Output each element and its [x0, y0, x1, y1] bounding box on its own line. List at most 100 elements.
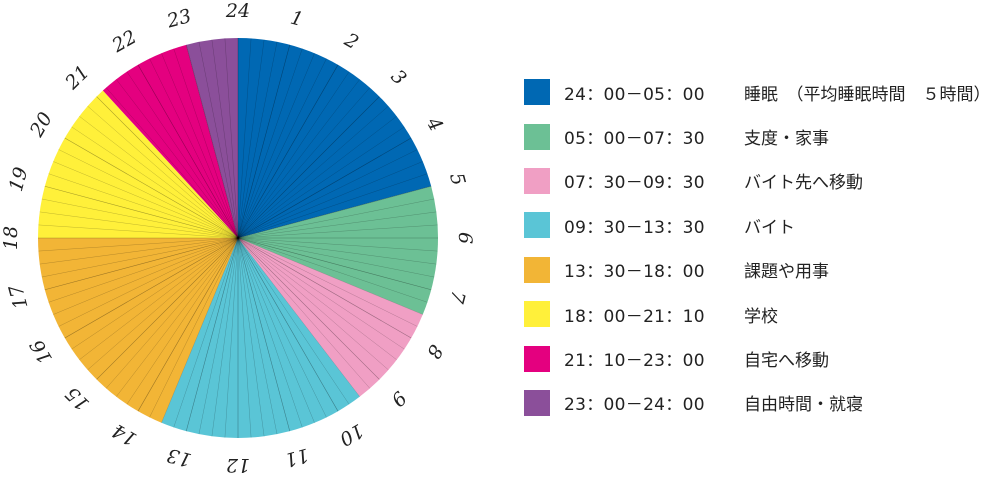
gridline — [237, 237, 389, 371]
gridline — [237, 87, 371, 239]
gridline — [79, 237, 239, 360]
gridline — [87, 105, 239, 239]
gridline — [237, 224, 438, 239]
gridline — [41, 237, 239, 278]
gridline — [237, 237, 350, 405]
legend-swatch — [524, 167, 550, 194]
gridline — [39, 237, 239, 265]
gridline — [149, 237, 239, 418]
hour-tick-label: 18 — [0, 226, 22, 250]
hour-tick-label: 22 — [108, 26, 141, 58]
gridline — [137, 237, 239, 412]
gridline — [38, 224, 239, 239]
legend-swatch — [524, 212, 550, 239]
legend-item: 09：30－13：30 バイト — [524, 203, 991, 247]
hour-tick-label: 14 — [109, 419, 141, 450]
gridline — [237, 58, 327, 239]
gridline — [237, 48, 303, 239]
legend-swatch — [524, 301, 550, 328]
hour-tick-label: 2 — [340, 28, 362, 54]
gridline — [211, 237, 239, 437]
hour-tick-label: 1 — [288, 7, 305, 31]
gridline — [237, 237, 428, 303]
gridline — [237, 237, 339, 412]
legend-time-range: 23：00－24：00 — [564, 395, 705, 416]
gridline — [48, 173, 239, 239]
legend-item: 13：30－18：00 課題や用事 — [524, 248, 991, 292]
hour-tick-label: 21 — [60, 61, 93, 94]
gridline — [237, 96, 380, 239]
gridline — [53, 237, 239, 315]
gridline — [87, 237, 239, 371]
legend-activity-label: バイト先へ移動 — [744, 173, 863, 194]
pie-slice-2 — [238, 238, 423, 397]
gridline — [237, 237, 380, 380]
gridline — [237, 237, 303, 428]
legend-activity-label: 睡眠 （平均睡眠時間 ５時間） — [744, 84, 991, 105]
pie-slice-5 — [38, 90, 238, 238]
legend-time-range: 05：00－07：30 — [564, 129, 705, 150]
legend-item: 07：30－09：30 バイト先へ移動 — [524, 159, 991, 203]
gridline — [58, 237, 239, 327]
legend-activity-label: バイト — [744, 217, 795, 238]
legend-time-range: 18：00－21：10 — [564, 306, 705, 327]
gridline — [237, 105, 389, 239]
gridline — [237, 237, 291, 432]
legend-activity-label: 自宅へ移動 — [744, 351, 829, 372]
gridline — [237, 237, 423, 315]
legend: 24：00－05：00 睡眠 （平均睡眠時間 ５時間） 05：00－07：30 支度・… — [524, 70, 991, 425]
legend-item: 05：00－07：30 支度・家事 — [524, 114, 991, 158]
gridline — [161, 53, 239, 239]
gridline — [237, 237, 360, 397]
gridline — [237, 71, 350, 239]
gridline — [64, 137, 239, 239]
legend-time-range: 09：30－13：30 — [564, 217, 705, 238]
pie-slices — [38, 38, 438, 438]
gridline — [237, 237, 252, 438]
gridline — [185, 44, 239, 239]
legend-activity-label: 支度・家事 — [744, 129, 829, 150]
gridline — [116, 79, 239, 239]
hour-tick-label: 6 — [454, 232, 476, 244]
gridline — [237, 237, 437, 265]
hour-tick-label: 23 — [164, 5, 194, 33]
gridline — [44, 185, 239, 239]
gridline — [173, 237, 239, 428]
gridline — [237, 237, 432, 291]
legend-swatch — [524, 389, 550, 416]
hour-tick-label: 13 — [165, 444, 194, 472]
hour-tick-label: 8 — [422, 341, 447, 362]
pie-slice-7 — [186, 38, 238, 238]
gridline — [237, 237, 315, 423]
gridline — [198, 237, 239, 435]
gridline — [44, 237, 239, 291]
legend-swatch — [524, 79, 550, 106]
hour-tick-label: 11 — [282, 444, 311, 472]
hour-tick-label: 24 — [225, 0, 250, 22]
pie-slice-1 — [238, 186, 438, 315]
gridline — [105, 87, 239, 239]
gridline — [237, 137, 412, 239]
gridline — [198, 41, 239, 239]
gridline — [237, 198, 435, 239]
gridline — [237, 237, 412, 339]
gridline — [64, 237, 239, 339]
gridline — [237, 237, 265, 437]
gridline — [137, 64, 239, 239]
gridline — [224, 237, 239, 438]
gridline — [224, 38, 239, 239]
legend-activity-label: 学校 — [744, 306, 778, 327]
minute-gridlines — [38, 38, 438, 438]
legend-item: 21：10－23：00 自宅へ移動 — [524, 336, 991, 380]
gridline — [126, 237, 239, 405]
gridline — [237, 237, 397, 360]
gridline — [58, 149, 239, 239]
gridline — [237, 116, 397, 239]
hour-tick-label: 9 — [386, 386, 410, 410]
gridline — [149, 58, 239, 239]
hour-tick-label: 12 — [226, 454, 250, 476]
gridline — [79, 116, 239, 239]
gridline — [237, 237, 418, 327]
legend-item: 18：00－21：10 学校 — [524, 292, 991, 336]
